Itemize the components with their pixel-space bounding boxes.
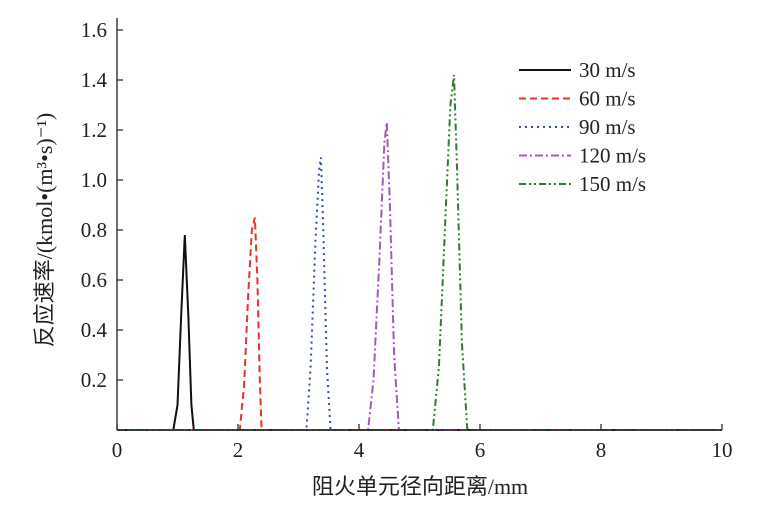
x-tick-label: 10 — [712, 438, 733, 462]
y-tick-label: 0.4 — [81, 318, 108, 342]
series-line-150-m-s — [117, 74, 722, 431]
x-axis-label: 阻火单元径向距离/mm — [312, 474, 528, 499]
y-ticks: 0.2 0.4 0.6 0.8 1.0 1.2 1.4 1.6 — [81, 18, 123, 392]
y-tick-label: 1.6 — [81, 18, 107, 42]
legend-label: 90 m/s — [579, 115, 636, 139]
x-ticks: 0 2 4 6 8 10 — [112, 424, 733, 462]
y-axis-label: 反应速率/(kmol•(m³•s)⁻¹) — [32, 113, 57, 348]
legend-label: 60 m/s — [579, 87, 636, 111]
y-tick-label: 0.8 — [81, 218, 107, 242]
y-tick-label: 1.2 — [81, 118, 107, 142]
series-line-60-m-s — [117, 217, 722, 431]
x-tick-label: 0 — [112, 438, 123, 462]
series-line-120-m-s — [117, 122, 722, 431]
y-tick-label: 1.4 — [81, 68, 108, 92]
series-line-30-m-s — [117, 234, 722, 431]
legend-label: 30 m/s — [579, 58, 636, 82]
x-tick-label: 4 — [354, 438, 365, 462]
x-tick-label: 8 — [596, 438, 607, 462]
series-layer — [117, 74, 722, 431]
y-tick-label: 0.2 — [81, 368, 107, 392]
legend-label: 150 m/s — [579, 172, 646, 196]
series-line-90-m-s — [117, 157, 722, 431]
legend: 30 m/s 60 m/s 90 m/s 120 m/s 150 m/s — [519, 58, 646, 196]
y-tick-label: 0.6 — [81, 268, 107, 292]
y-tick-label: 1.0 — [81, 168, 107, 192]
x-tick-label: 2 — [233, 438, 244, 462]
x-tick-label: 6 — [475, 438, 486, 462]
legend-label: 120 m/s — [579, 144, 646, 168]
